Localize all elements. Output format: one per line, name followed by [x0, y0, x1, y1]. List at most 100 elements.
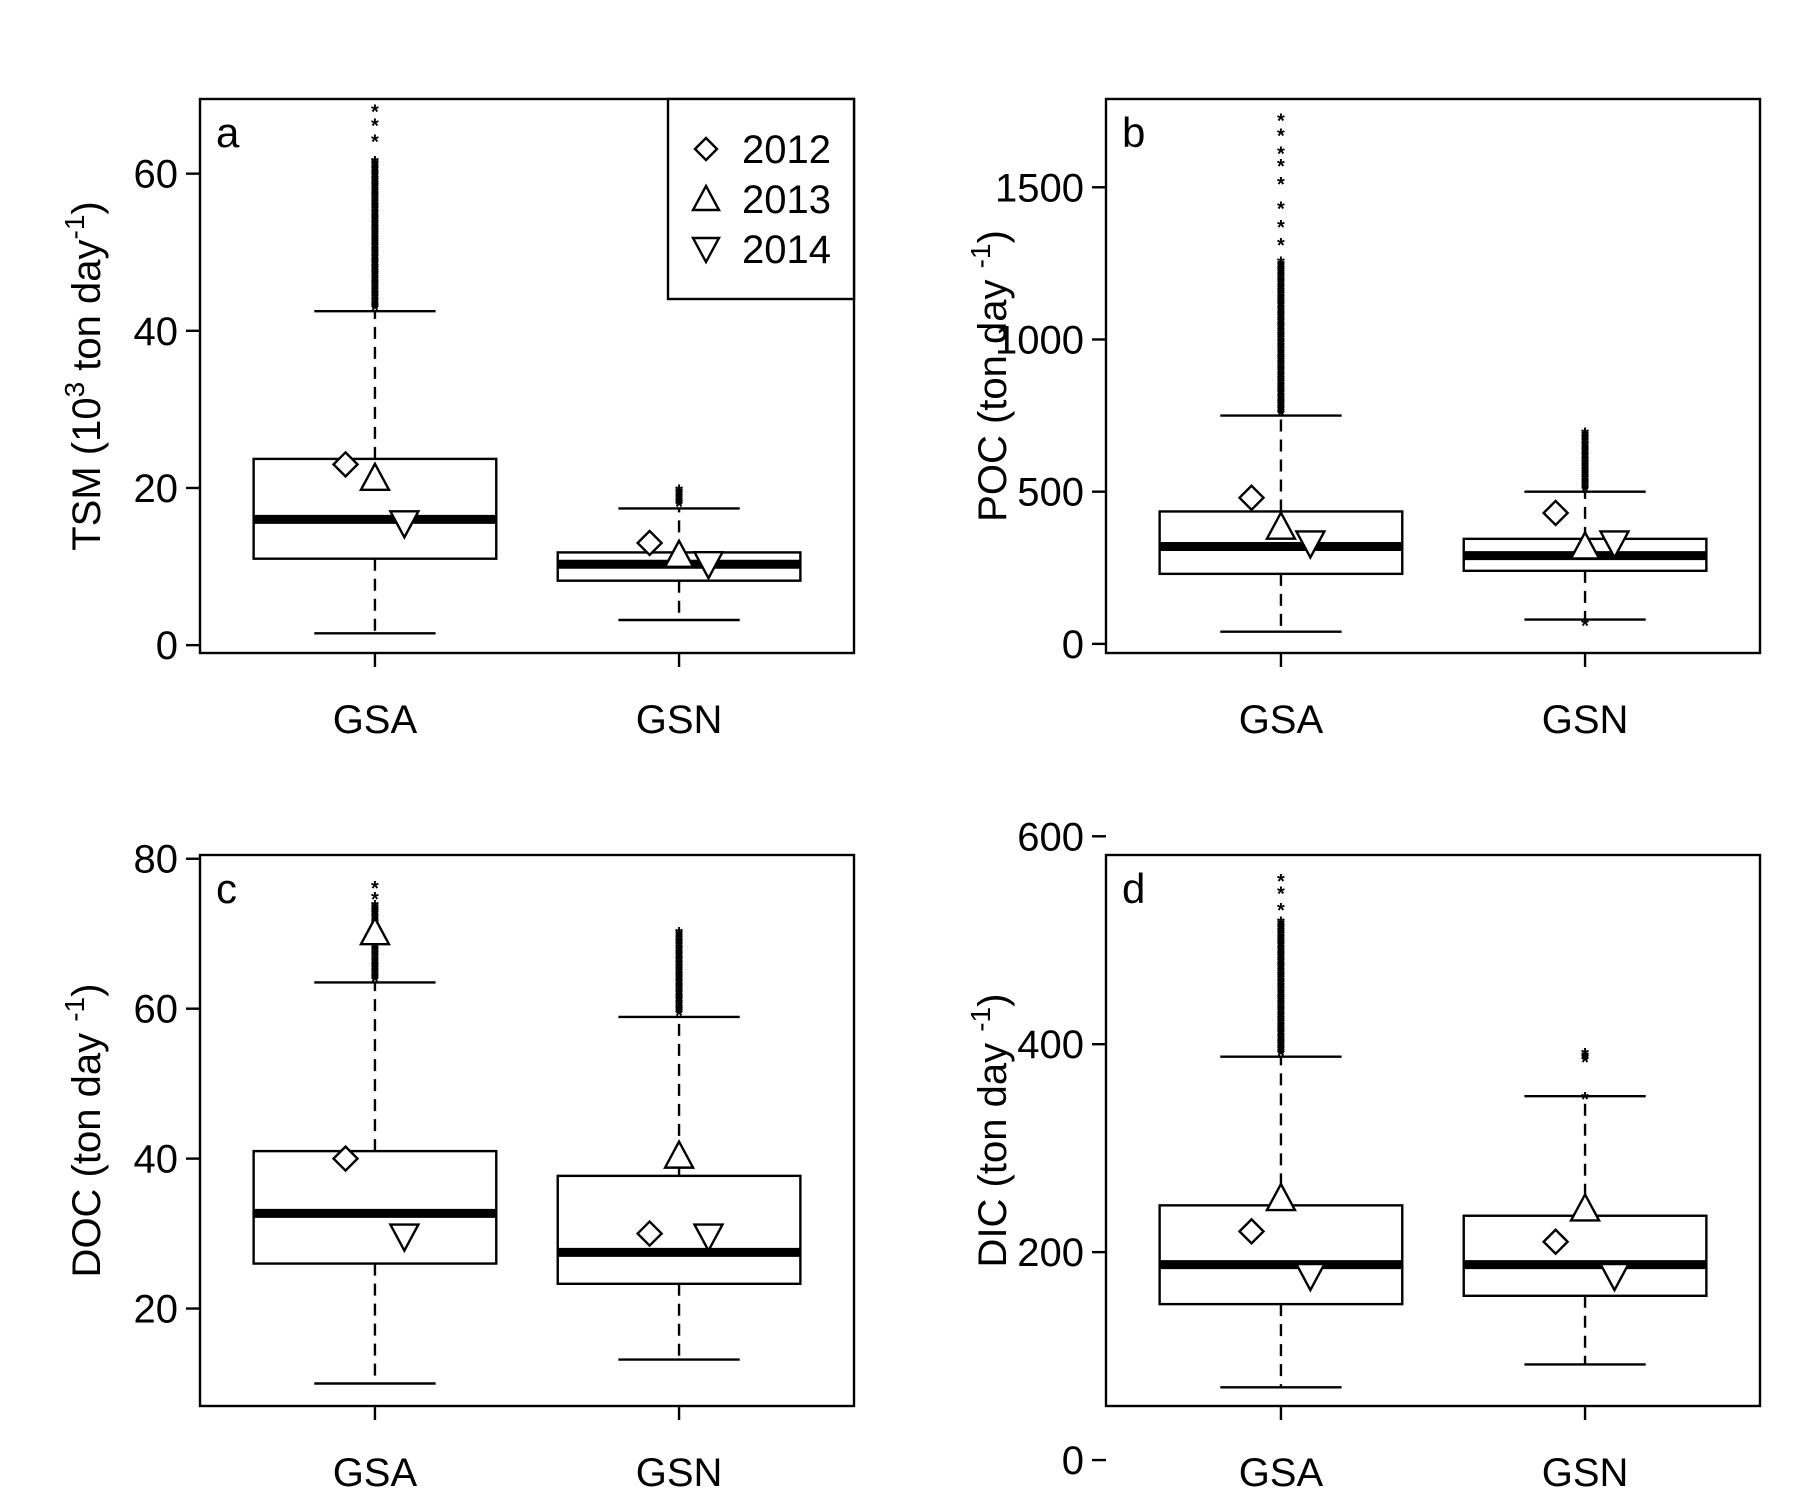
marker-2012	[1541, 499, 1570, 527]
outlier-point: *	[1277, 986, 1285, 1008]
outlier-point: *	[371, 967, 379, 989]
outlier-point: *	[1277, 355, 1285, 377]
outlier-point: *	[1277, 401, 1285, 423]
outlier-point: *	[1277, 370, 1285, 392]
outlier-point: *	[1277, 373, 1285, 395]
outlier-point: *	[371, 247, 379, 269]
outlier-point: *	[371, 155, 379, 177]
outlier-point: *	[371, 289, 379, 311]
outlier-point: *	[675, 972, 683, 994]
plot-frame	[198, 853, 856, 1408]
outlier-point: *	[1277, 931, 1285, 953]
box	[556, 1174, 802, 1286]
y-tick-label: 0	[1062, 1439, 1084, 1483]
outlier-point: *	[1277, 344, 1285, 366]
outlier-point: *	[1277, 964, 1285, 986]
outlier-point: *	[1277, 1021, 1285, 1043]
outlier-point: *	[675, 966, 683, 988]
outlier-point: *	[371, 206, 379, 228]
outlier-point: *	[1277, 1043, 1285, 1065]
outlier-point: *	[1581, 1047, 1589, 1069]
outlier-point: *	[1277, 991, 1285, 1013]
outlier-point: *	[1581, 433, 1589, 455]
outlier-point: *	[371, 889, 379, 911]
outlier-point: *	[1277, 871, 1285, 893]
outlier-point: *	[371, 272, 379, 294]
outlier-point: *	[1581, 440, 1589, 462]
outlier-point: *	[675, 975, 683, 997]
marker-2013	[1264, 510, 1297, 540]
outlier-point: *	[371, 190, 379, 212]
outlier-point: *	[1277, 933, 1285, 955]
outlier-point: *	[1277, 274, 1285, 296]
outlier-point: *	[1277, 302, 1285, 324]
outlier-point: *	[371, 197, 379, 219]
outlier-point: *	[371, 300, 379, 322]
outlier-point: *	[371, 267, 379, 289]
legend-label: 2014	[742, 228, 831, 272]
box	[1158, 1204, 1404, 1306]
outlier-point: *	[1581, 468, 1589, 490]
x-tick-label: GSA	[1239, 1451, 1324, 1495]
outlier-point: *	[371, 897, 379, 919]
outlier-point: *	[1581, 449, 1589, 471]
outlier-point: *	[1581, 482, 1589, 504]
outlier-point: *	[1277, 351, 1285, 373]
marker-2014	[1294, 1262, 1327, 1293]
outlier-point: *	[1277, 999, 1285, 1021]
outlier-point: *	[1277, 260, 1285, 282]
y-axis-label: DOC (ton day -1)	[59, 984, 109, 1278]
plot-frame	[1104, 853, 1762, 1408]
outlier-point: *	[1277, 282, 1285, 304]
outlier-point: *	[371, 101, 379, 123]
outlier-point: *	[1277, 883, 1285, 905]
outlier-point: *	[1581, 462, 1589, 484]
y-tick-label: 400	[1017, 1023, 1084, 1067]
outlier-point: *	[1277, 291, 1285, 313]
y-tick-label: 40	[134, 1138, 179, 1182]
outlier-point: *	[371, 950, 379, 972]
outlier-point: *	[675, 997, 683, 1019]
outlier-point: *	[371, 203, 379, 225]
outlier-point: *	[1581, 473, 1589, 495]
outlier-point: *	[1277, 307, 1285, 329]
outlier-point: *	[371, 179, 379, 201]
outlier-point: *	[1277, 942, 1285, 964]
outlier-point: *	[371, 217, 379, 239]
outlier-point: *	[1277, 390, 1285, 412]
outlier-point: *	[1277, 997, 1285, 1019]
outlier-point: *	[1581, 455, 1589, 477]
outlier-point: *	[1581, 444, 1589, 466]
outlier-point: *	[675, 928, 683, 950]
outlier-point: *	[1277, 984, 1285, 1006]
outlier-point: *	[1277, 318, 1285, 340]
outlier-point: *	[1277, 271, 1285, 293]
legend-label: 2012	[742, 128, 831, 172]
outlier-point: *	[1277, 337, 1285, 359]
marker-2012	[635, 1219, 664, 1248]
outlier-point: *	[371, 901, 379, 923]
outlier-point: *	[371, 221, 379, 243]
outlier-point: *	[371, 285, 379, 307]
outlier-point: *	[371, 943, 379, 965]
outlier-point: *	[1277, 922, 1285, 944]
marker-2014	[1598, 530, 1631, 560]
outlier-point: *	[1277, 278, 1285, 300]
outlier-point: *	[1277, 379, 1285, 401]
outlier-point: *	[1277, 927, 1285, 949]
y-tick-label: 0	[1062, 623, 1084, 667]
outlier-point: *	[1277, 1026, 1285, 1048]
outlier-point: *	[1581, 446, 1589, 468]
outlier-point: *	[371, 945, 379, 967]
outlier-point: *	[1581, 438, 1589, 460]
outlier-point: *	[371, 952, 379, 974]
panel-letter: c	[216, 865, 237, 912]
outlier-point: *	[371, 252, 379, 274]
outlier-point: *	[1277, 296, 1285, 318]
outlier-point: *	[1277, 342, 1285, 364]
outlier-point: *	[371, 956, 379, 978]
outlier-point: *	[371, 153, 379, 175]
marker-2012	[1237, 484, 1266, 512]
outlier-point: *	[371, 939, 379, 961]
